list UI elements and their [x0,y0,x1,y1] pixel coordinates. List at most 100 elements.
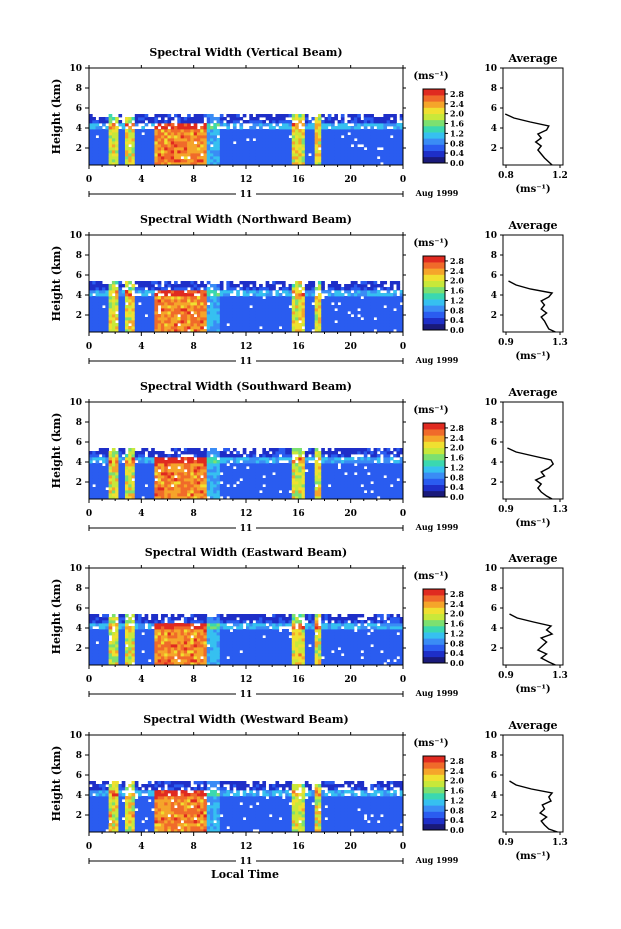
average-y-tick-label: 8 [491,84,497,94]
heatmap-cell [105,141,110,145]
heatmap-cell [190,287,195,291]
heatmap-cell [102,623,106,627]
heatmap-cell [180,135,185,139]
heatmap-cell [291,132,296,136]
heatmap-cell [380,284,384,288]
heatmap-cell [255,290,260,294]
heatmap-cell [157,481,162,485]
heatmap-cell [92,623,96,627]
heatmap-cell [213,141,217,145]
heatmap-cell [317,472,322,476]
heatmap-cell [216,147,221,151]
heatmap-cell [177,478,181,482]
heatmap-cell [105,156,110,160]
heatmap-cell [246,147,250,151]
heatmap-cell [353,156,358,160]
heatmap-cell [131,614,136,618]
heatmap-cell [347,135,352,139]
heatmap-cell [278,484,283,488]
heatmap-cell [134,623,139,627]
heatmap-cell [285,466,289,470]
heatmap-cell [337,448,342,452]
heatmap-cell [327,296,332,300]
heatmap-cell [265,329,270,333]
heatmap-cell [141,290,146,294]
heatmap-cell [183,490,188,494]
heatmap-cell [89,454,93,458]
heatmap-cell [376,120,381,124]
heatmap-cell [124,632,129,636]
heatmap-cell [170,466,175,470]
heatmap-cell [219,493,224,497]
heatmap-cell [317,302,322,306]
heatmap-cell [98,635,103,639]
heatmap-cell [108,632,113,636]
heatmap-cell [138,490,142,494]
heatmap-cell [353,308,358,312]
colorbar-tick-label: 1.6 [450,453,464,463]
heatmap-cell [124,481,129,485]
heatmap-cell [213,302,217,306]
heatmap-cell [314,126,319,130]
heatmap-cell [285,296,289,300]
heatmap-cell [134,638,139,642]
heatmap-cell [102,638,106,642]
heatmap-cell [134,329,139,333]
heatmap-cell [89,490,93,494]
heatmap-cell [295,117,299,121]
heatmap-cell [134,144,139,148]
heatmap-cell [337,126,342,130]
heatmap-cell [95,147,100,151]
heatmap-cell [124,305,129,309]
heatmap-cell [311,448,316,452]
heatmap-cell [190,466,195,470]
heatmap-cell [278,126,283,130]
heatmap-cell [311,153,316,157]
heatmap-cell [295,475,299,479]
heatmap-cell [89,641,93,645]
heatmap-cell [347,305,352,309]
heatmap-cell [281,290,286,294]
heatmap-cell [92,284,96,288]
heatmap-cell [291,448,296,452]
colorbar-swatch [423,472,445,479]
heatmap-cell [216,153,221,157]
heatmap-cell [295,457,299,461]
heatmap-cell [177,299,181,303]
heatmap-cell [259,144,263,148]
heatmap-cell [193,484,198,488]
heatmap-cell [281,457,286,461]
heatmap-cell [203,299,208,303]
heatmap-cell [128,126,132,130]
heatmap-cell [353,129,358,133]
heatmap-cell [337,293,342,297]
heatmap-cell [196,284,201,288]
heatmap-cell [298,466,303,470]
colorbar-tick-label: 2.0 [450,276,464,286]
colorbar-frame [422,255,446,331]
heatmap-cell [340,132,345,136]
heatmap-cell [147,487,152,491]
heatmap-cell [232,323,237,327]
heatmap-cell [219,314,224,318]
heatmap-cell [373,478,378,482]
heatmap-cell [95,638,100,642]
heatmap-cell [344,129,348,133]
heatmap-cell [340,454,345,458]
heatmap-cell [157,162,162,166]
heatmap-cell [147,311,152,315]
heatmap-cell [399,457,404,461]
heatmap-cell [321,156,325,160]
heatmap-cell [259,156,263,160]
heatmap-cell [389,493,394,497]
heatmap-cell [193,129,198,133]
heatmap-cell [236,299,240,303]
heatmap-cell [216,484,221,488]
heatmap-cell [357,460,361,464]
heatmap-cell [337,290,342,294]
heatmap-cell [121,635,126,639]
heatmap-cell [210,159,214,163]
heatmap-cell [108,317,113,321]
heatmap-cell [206,296,211,300]
heatmap-cell [285,141,289,145]
